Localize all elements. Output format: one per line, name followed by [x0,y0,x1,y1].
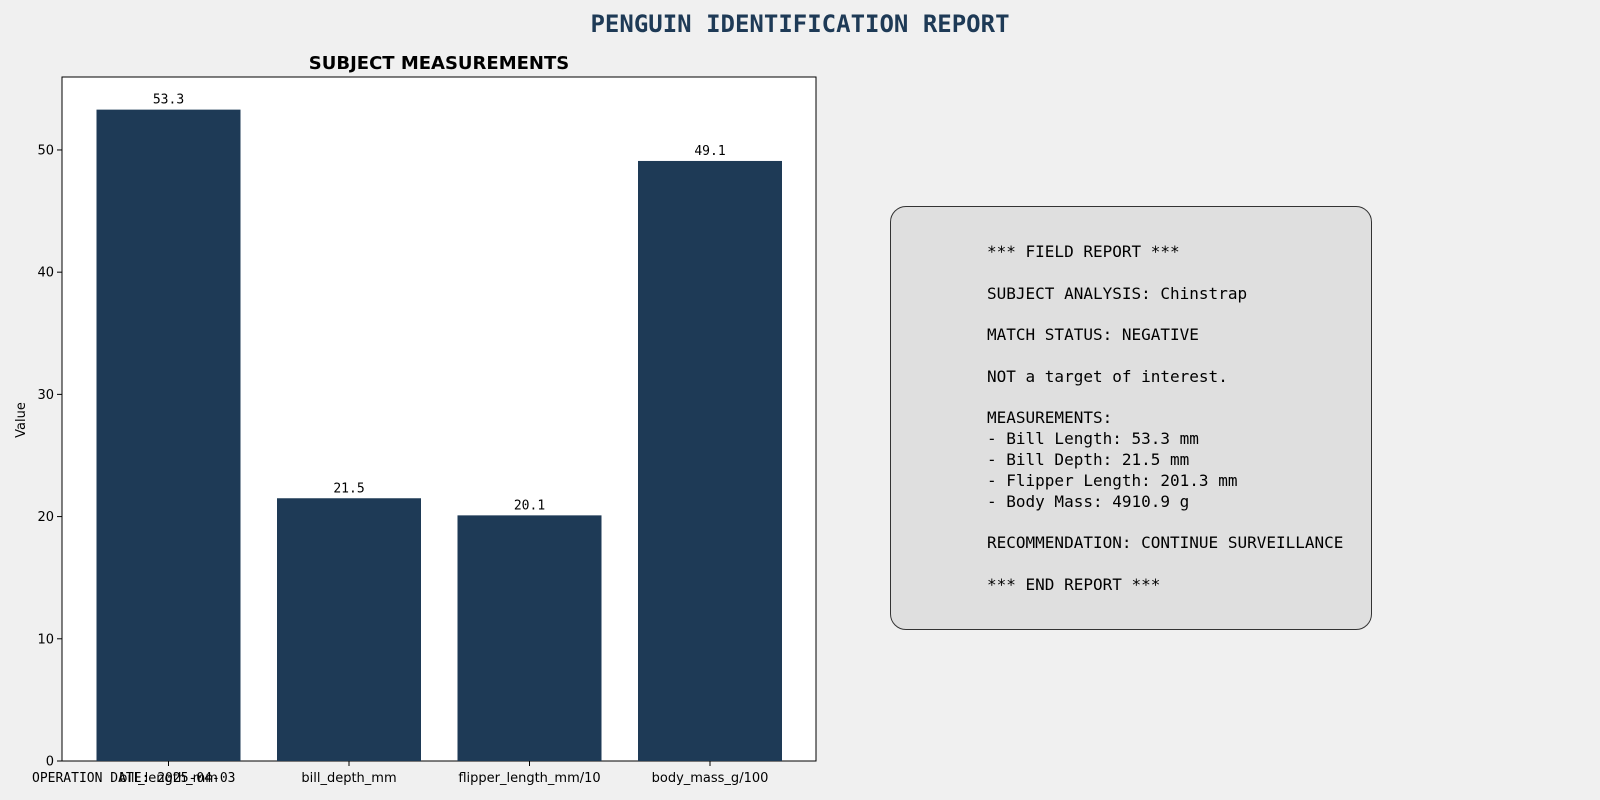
measurements-heading: MEASUREMENTS: [987,408,1113,428]
x-tick-label: body_mass_g/100 [652,771,769,786]
x-tick-label: flipper_length_mm/10 [458,771,600,786]
report-footer: *** END REPORT *** [987,574,1161,594]
x-tick-label: bill_length_mm [119,771,218,786]
bars-group: 53.3 21.5 20.1 49.1 [96,93,782,761]
data-label: 49.1 [694,144,725,159]
bill-length-line: - Bill Length: 53.3 mm [987,429,1199,449]
y-axis: 0 10 20 30 40 50 [37,143,62,770]
bar [638,160,782,761]
x-axis: bill_length_mm bill_depth_mm flipper_lengt… [119,761,768,786]
data-label: 21.5 [333,481,364,496]
target-note: NOT a target of interest. [987,366,1228,386]
flipper-length-line: - Flipper Length: 201.3 mm [987,470,1238,490]
recommendation: RECOMMENDATION: CONTINUE SURVEILLANCE [987,533,1344,553]
bar [96,109,241,761]
bar [277,498,421,761]
field-report-panel: *** FIELD REPORT *** SUBJECT ANALYSIS: C… [890,206,1372,630]
subject-analysis: SUBJECT ANALYSIS: Chinstrap [987,283,1248,303]
data-label: 53.3 [153,93,184,108]
y-axis-label: Value [14,402,29,438]
operation-date: OPERATION DATE: 2025-04-03 [32,771,236,786]
y-tick-label: 10 [37,632,54,647]
y-tick-label: 40 [37,266,54,281]
y-tick-label: 0 [46,755,54,770]
report-header: *** FIELD REPORT *** [987,242,1180,261]
match-status: MATCH STATUS: NEGATIVE [987,325,1199,345]
bill-depth-line: - Bill Depth: 21.5 mm [987,449,1190,469]
chart-title: SUBJECT MEASUREMENTS [309,53,569,74]
y-tick-label: 20 [37,510,54,525]
body-mass-line: - Body Mass: 4910.9 g [987,491,1190,511]
bar [457,515,602,761]
report-title: PENGUIN IDENTIFICATION REPORT [590,10,1010,38]
y-tick-label: 30 [37,388,54,403]
data-label: 20.1 [514,498,545,513]
field-report-text: *** FIELD REPORT *** SUBJECT ANALYSIS: C… [987,242,1343,596]
y-tick-label: 50 [37,143,54,158]
x-tick-label: bill_depth_mm [301,771,396,786]
